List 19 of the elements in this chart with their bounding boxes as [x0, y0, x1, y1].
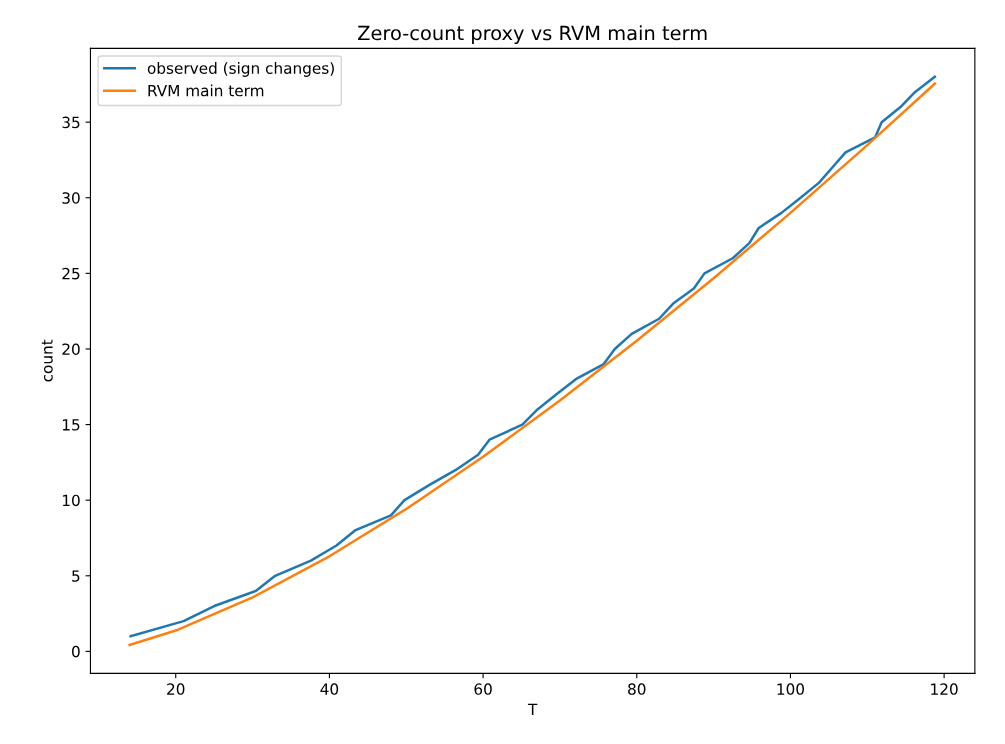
y-tick-label: 20: [62, 343, 80, 355]
legend-label: RVM main term: [148, 84, 264, 97]
x-tick-label: 40: [320, 683, 339, 695]
y-tick-label: 0: [72, 645, 80, 658]
y-tick-label: 30: [62, 192, 80, 204]
legend-label: observed (sign changes): [147, 62, 334, 77]
y-tick-label: 35: [62, 116, 80, 129]
x-axis-title: T: [527, 703, 538, 715]
x-tick-label: 20: [167, 683, 185, 695]
chart-title: Zero-count proxy vs RVM main term: [358, 25, 707, 45]
x-tick-label: 80: [628, 683, 646, 695]
x-tick-label: 60: [474, 683, 492, 695]
y-tick-label: 25: [62, 267, 80, 280]
y-tick-label: 15: [62, 419, 80, 431]
x-tick-label: 100: [777, 683, 805, 695]
x-tick-label: 120: [931, 683, 958, 695]
y-tick-label: 5: [72, 570, 80, 582]
y-axis-title: count: [41, 339, 53, 382]
y-tick-label: 10: [62, 494, 80, 507]
